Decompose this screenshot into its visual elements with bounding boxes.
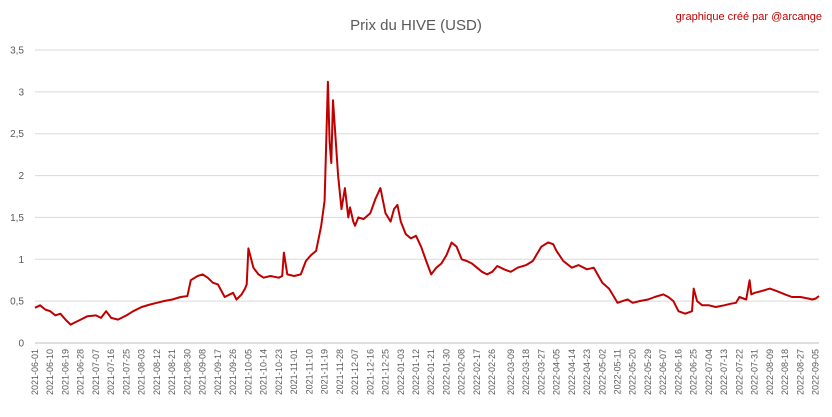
x-tick-label: 2021-07-07	[91, 349, 101, 395]
x-tick-label: 2021-11-10	[304, 349, 314, 394]
x-tick-label: 2022-02-17	[472, 349, 482, 395]
chart-title: Prix du HIVE (USD)	[350, 17, 482, 34]
x-tick-label: 2022-05-02	[597, 349, 607, 395]
x-tick-label: 2021-08-03	[137, 349, 147, 395]
y-tick-label: 0	[18, 339, 24, 350]
x-tick-label: 2022-08-18	[780, 349, 790, 395]
x-tick-label: 2022-07-13	[719, 349, 729, 395]
x-tick-label: 2021-11-19	[320, 349, 330, 394]
x-tick-label: 2022-07-31	[750, 349, 760, 395]
x-tick-label: 2022-04-05	[552, 349, 562, 395]
x-tick-label: 2022-07-22	[734, 349, 744, 395]
x-tick-label: 2022-01-21	[426, 349, 436, 395]
x-tick-label: 2021-08-30	[182, 349, 192, 395]
x-tick-label: 2021-06-01	[30, 349, 40, 395]
x-tick-label: 2021-10-05	[243, 349, 253, 395]
series-layer	[34, 80, 820, 326]
x-tick-label: 2021-10-14	[259, 349, 269, 395]
x-axis-ticks: 2021-06-01 2021-06-10 2021-06-19 2021-06-28…	[30, 349, 821, 395]
x-tick-label: 2021-08-12	[152, 349, 162, 395]
x-tick-label: 2021-09-08	[198, 349, 208, 395]
x-tick-label: 2022-05-11	[612, 349, 622, 394]
y-tick-label: 0,5	[10, 297, 24, 308]
x-tick-label: 2022-02-26	[487, 349, 497, 395]
x-tick-label: 2021-09-17	[213, 349, 223, 395]
x-tick-label: 2022-05-20	[628, 349, 638, 395]
x-tick-label: 2022-03-27	[536, 349, 546, 395]
x-tick-label: 2021-12-07	[350, 349, 360, 395]
x-tick-label: 2021-10-23	[274, 349, 284, 395]
y-tick-label: 1	[18, 255, 24, 266]
y-tick-label: 2,5	[10, 129, 24, 140]
y-tick-label: 3	[18, 87, 24, 98]
x-tick-label: 2021-07-16	[106, 349, 116, 395]
x-tick-label: 2022-01-30	[441, 349, 451, 395]
x-tick-label: 2022-01-12	[411, 349, 421, 395]
x-tick-label: 2022-07-04	[704, 349, 714, 395]
x-tick-label: 2022-06-25	[689, 349, 699, 395]
x-tick-label: 2022-09-05	[811, 349, 821, 395]
x-tick-label: 2021-12-16	[365, 349, 375, 395]
x-tick-label: 2021-08-21	[167, 349, 177, 395]
x-tick-label: 2022-05-29	[643, 349, 653, 395]
x-tick-label: 2022-08-27	[795, 349, 805, 395]
x-tick-label: 2021-11-28	[335, 349, 345, 394]
y-tick-label: 3,5	[10, 46, 24, 57]
x-tick-label: 2022-03-18	[521, 349, 531, 395]
x-tick-label: 2021-09-26	[228, 349, 238, 395]
x-tick-label: 2022-01-03	[396, 349, 406, 395]
x-tick-label: 2022-06-16	[673, 349, 683, 395]
x-tick-label: 2022-08-09	[765, 349, 775, 395]
x-tick-label: 2022-04-23	[582, 349, 592, 395]
x-tick-label: 2021-06-10	[45, 349, 55, 395]
x-tick-label: 2021-06-28	[76, 349, 86, 395]
y-tick-label: 1,5	[10, 213, 24, 224]
y-axis-ticks: 0 0,5 1 1,5 2 2,5 3 3,5	[10, 46, 24, 350]
chart-credit: graphique créé par @arcange	[676, 11, 822, 23]
x-tick-label: 2021-12-25	[381, 349, 391, 395]
x-tick-label: 2021-11-01	[289, 349, 299, 394]
y-tick-label: 2	[18, 171, 24, 182]
x-tick-label: 2022-04-14	[567, 349, 577, 395]
x-tick-label: 2021-06-19	[60, 349, 70, 395]
x-tick-label: 2022-03-09	[506, 349, 516, 395]
x-tick-label: 2022-06-07	[658, 349, 668, 395]
price-series-line	[34, 80, 820, 326]
x-tick-label: 2021-07-25	[121, 349, 131, 395]
x-tick-label: 2022-02-08	[457, 349, 467, 395]
gridlines	[35, 49, 819, 302]
